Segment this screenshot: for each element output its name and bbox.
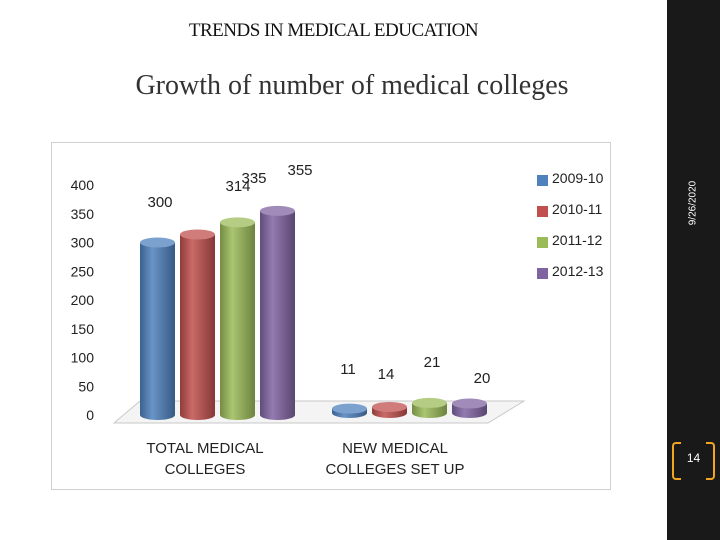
bar-cylinder: [260, 210, 295, 420]
bar-cap: [332, 403, 367, 414]
data-label: 335: [241, 170, 266, 187]
data-label: 14: [378, 366, 395, 383]
data-label: 11: [340, 361, 356, 378]
data-label: 355: [287, 162, 312, 179]
slide-date: 9/26/2020: [687, 180, 699, 226]
x-category-label: COLLEGES: [165, 461, 246, 478]
y-tick-label: 100: [71, 350, 95, 366]
bar-cap: [180, 229, 215, 240]
y-tick-label: 250: [71, 263, 95, 279]
data-label: 314: [225, 178, 250, 195]
bar-cap: [220, 217, 255, 228]
bar-cylinder: [140, 242, 175, 420]
slide-heading: TRENDS IN MEDICAL EDUCATION: [188, 20, 479, 41]
legend-item: 2011-12: [537, 232, 647, 263]
x-category-label: NEW MEDICAL: [342, 440, 448, 457]
chart-legend: 2009-10 2010-11 2011-12 2012-13: [537, 170, 647, 294]
bracket-right-icon: [706, 442, 715, 480]
legend-label: 2010-11: [552, 201, 603, 217]
y-tick-label: 50: [78, 378, 94, 394]
y-tick-label: 400: [71, 177, 95, 193]
bar-cap: [140, 237, 175, 248]
data-label: 300: [147, 194, 172, 211]
legend-label: 2012-13: [552, 263, 604, 279]
y-tick-label: 150: [71, 321, 95, 337]
legend-label: 2011-12: [552, 232, 603, 248]
legend-swatch: [537, 237, 548, 248]
bar-cap: [372, 401, 407, 412]
chart-frame: 0 50 100 150 200 250 300 350 400 300 314 335 355 11 14…: [51, 142, 611, 490]
slide-subtitle: Growth of number of medical colleges: [135, 70, 569, 101]
bar-cap: [260, 205, 295, 216]
legend-item: 2010-11: [537, 201, 647, 232]
legend-item: 2009-10: [537, 170, 647, 201]
data-label: 21: [424, 354, 441, 371]
legend-swatch: [537, 206, 548, 217]
bar-cylinder: [180, 234, 215, 420]
legend-label: 2009-10: [552, 170, 604, 186]
page-number: 14: [686, 451, 701, 465]
slide-number: 14: [670, 440, 717, 480]
x-category-label: COLLEGES SET UP: [326, 461, 465, 478]
bar-cap: [452, 398, 487, 409]
y-tick-label: 300: [71, 235, 95, 251]
data-label: 20: [474, 370, 491, 387]
bracket-left-icon: [672, 442, 681, 480]
y-tick-label: 0: [86, 407, 94, 423]
legend-item: 2012-13: [537, 263, 647, 294]
legend-swatch: [537, 268, 548, 279]
side-band: [667, 0, 720, 540]
x-category-label: TOTAL MEDICAL: [146, 440, 263, 457]
legend-swatch: [537, 175, 548, 186]
y-tick-label: 350: [71, 206, 95, 222]
bar-cap: [412, 397, 447, 408]
bar-cylinder: [220, 222, 255, 420]
y-tick-label: 200: [71, 292, 95, 308]
